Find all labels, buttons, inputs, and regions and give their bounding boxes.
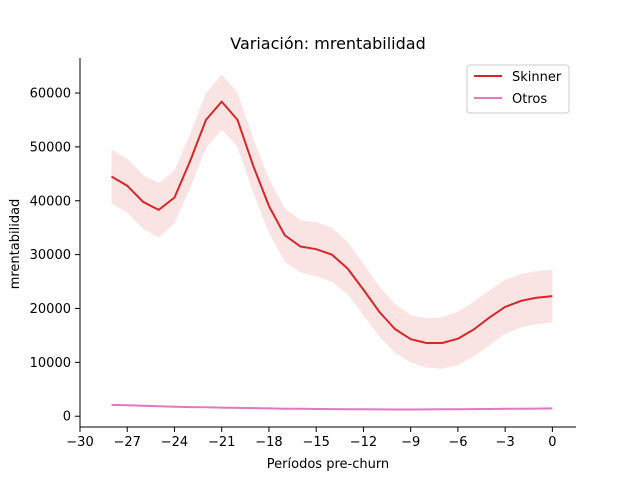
y-tick-label: 60000 [30, 87, 71, 102]
x-tick-label: −21 [208, 435, 235, 450]
y-tick-label: 50000 [30, 140, 71, 155]
y-axis-label: mrentabilidad [8, 199, 23, 290]
y-tick-label: 0 [63, 410, 71, 425]
y-tick-label: 10000 [30, 356, 71, 371]
legend-label-otros: Otros [512, 92, 547, 107]
x-tick-label: −3 [496, 435, 515, 450]
x-tick-label: −15 [302, 435, 329, 450]
x-tick-label: −24 [161, 435, 188, 450]
y-tick-label: 20000 [30, 302, 71, 317]
legend-label-skinner: Skinner [512, 70, 562, 85]
chart-title: Variación: mrentabilidad [230, 34, 425, 53]
series-line-skinner [110, 100, 553, 344]
legend: Skinner Otros [466, 64, 570, 114]
plot-area [110, 74, 553, 411]
x-axis-label: Períodos pre-churn [267, 457, 389, 472]
y-tick-label: 40000 [30, 194, 71, 209]
x-tick-label: −18 [255, 435, 282, 450]
series-lines [110, 100, 553, 411]
x-tick-label: −6 [448, 435, 467, 450]
series-line-otros [111, 403, 553, 411]
x-tick-label: −27 [114, 435, 141, 450]
y-tick-label: 30000 [30, 248, 71, 263]
confidence-bands [111, 74, 553, 369]
x-tick-label: −30 [66, 435, 93, 450]
x-tick-label: −12 [350, 435, 377, 450]
x-axis-ticks: −30 −27 −24 −21 −18 −15 −12 −9 −6 −3 0 [66, 427, 557, 450]
band-skinner [111, 74, 553, 369]
x-tick-label: −9 [401, 435, 420, 450]
x-tick-label: 0 [548, 435, 556, 450]
y-axis-ticks: 0 10000 20000 30000 40000 50000 60000 [30, 87, 80, 425]
